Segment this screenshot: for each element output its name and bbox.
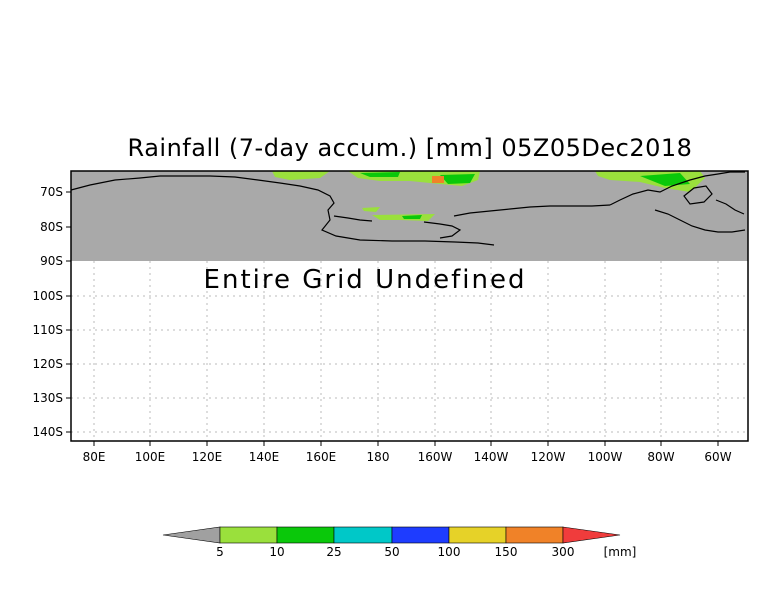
y-label-100s: 100S — [32, 289, 63, 303]
y-label-130s: 130S — [32, 391, 63, 405]
y-label-90s: 90S — [40, 254, 63, 268]
colorbar-bin-5-10 — [219, 526, 278, 544]
colorbar-bin-150-300 — [505, 526, 564, 544]
x-label-140e: 140E — [249, 450, 280, 464]
x-label-120e: 120E — [192, 450, 223, 464]
y-axis-labels: 70S 80S 90S 100S 110S 120S 130S 140S — [32, 185, 63, 439]
colorbar-legend: 5 10 25 50 100 150 300 [mm] — [162, 526, 637, 559]
x-label-100w: 100W — [588, 450, 623, 464]
x-label-120w: 120W — [531, 450, 566, 464]
y-label-70s: 70S — [40, 185, 63, 199]
colorbar-bin-25-50 — [333, 526, 393, 544]
colorbar-bin-100-150 — [448, 526, 507, 544]
y-label-110s: 110S — [32, 323, 63, 337]
x-label-80e: 80E — [83, 450, 106, 464]
y-label-80s: 80S — [40, 220, 63, 234]
x-tick-marks — [93, 441, 719, 446]
map-frame — [70, 170, 749, 442]
colorbar-bin-50-100 — [391, 526, 450, 544]
legend-label-300: 300 — [552, 545, 575, 559]
grid-lines — [71, 261, 748, 441]
rainfall-patches — [272, 171, 705, 221]
x-label-60w: 60W — [704, 450, 731, 464]
y-tick-marks — [66, 191, 71, 433]
x-label-100e: 100E — [135, 450, 166, 464]
y-label-120s: 120S — [32, 357, 63, 371]
x-axis-labels: 80E 100E 120E 140E 160E 180 160W 140W 12… — [83, 450, 732, 464]
antarctic-coastline — [70, 171, 746, 246]
legend-label-150: 150 — [495, 545, 518, 559]
legend-label-100: 100 — [438, 545, 461, 559]
x-label-80w: 80W — [647, 450, 674, 464]
y-label-140s: 140S — [32, 425, 63, 439]
colorbar-bin-10-25 — [276, 526, 335, 544]
x-label-160w: 160W — [418, 450, 453, 464]
colorbar-under-triangle — [162, 526, 221, 544]
x-label-160e: 160E — [306, 450, 337, 464]
x-label-140w: 140W — [474, 450, 509, 464]
colorbar-over-triangle — [562, 526, 621, 544]
map-title: Rainfall (7-day accum.) [mm] 05Z05Dec201… — [127, 134, 693, 162]
legend-unit: [mm] — [604, 545, 637, 559]
legend-label-10: 10 — [269, 545, 284, 559]
legend-label-50: 50 — [384, 545, 399, 559]
legend-label-5: 5 — [216, 545, 224, 559]
x-label-180: 180 — [367, 450, 390, 464]
undefined-grid-message: Entire Grid Undefined — [204, 265, 527, 295]
legend-label-25: 25 — [326, 545, 341, 559]
